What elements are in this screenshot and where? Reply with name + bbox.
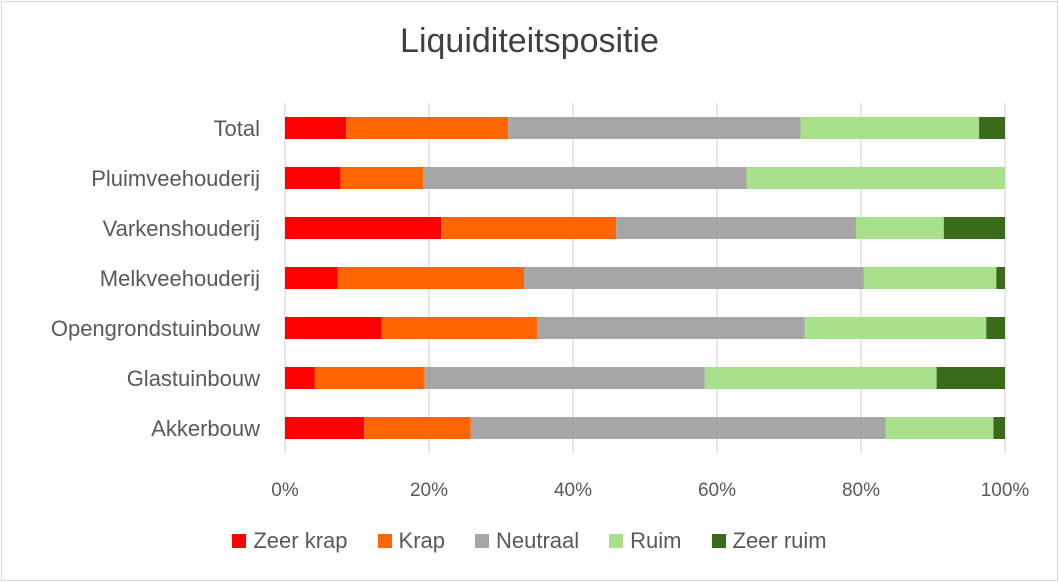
category-label: Glastuinbouw: [127, 366, 260, 391]
legend-swatch: [377, 534, 392, 548]
category-label: Akkerbouw: [151, 416, 260, 441]
bar-segment: [423, 167, 747, 189]
category-label: Pluimveehouderij: [91, 166, 260, 191]
legend-swatch: [475, 534, 489, 548]
chart-legend: Zeer krap Krap Neutraal Ruim Zeer ruim: [0, 528, 1059, 554]
bar-segment: [346, 117, 509, 139]
bar-segment: [537, 317, 805, 339]
legend-label: Krap: [398, 528, 445, 553]
bar-segment: [441, 217, 617, 239]
bar-segment: [863, 267, 997, 289]
bar-segment: [993, 417, 1005, 439]
bar-segment: [285, 167, 341, 189]
category-label: Total: [214, 116, 260, 141]
bar-segment: [704, 367, 937, 389]
category-label: Opengrondstuinbouw: [51, 316, 260, 341]
bar-segment: [943, 217, 1005, 239]
bar-segment: [885, 417, 994, 439]
x-tick-label: 0%: [271, 480, 299, 501]
chart-title: Liquiditeitspositie: [400, 22, 659, 60]
bar-segment: [470, 417, 886, 439]
bar-segment: [746, 167, 1005, 189]
legend-item: Krap: [377, 528, 445, 554]
x-tick-label: 20%: [410, 480, 448, 501]
bar-segment: [804, 317, 987, 339]
bar-segment: [616, 217, 856, 239]
bar-segment: [936, 367, 1005, 389]
legend-label: Zeer krap: [253, 528, 348, 553]
category-label: Melkveehouderij: [100, 266, 260, 291]
bar-segment: [996, 267, 1005, 289]
legend-swatch: [232, 534, 247, 548]
bar-segment: [285, 217, 442, 239]
legend-label: Neutraal: [496, 528, 580, 553]
bar-segment: [508, 117, 801, 139]
legend-item: Zeer krap: [232, 528, 348, 554]
legend-item: Ruim: [609, 528, 682, 554]
legend-label: Ruim: [630, 528, 682, 553]
legend-label: Zeer ruim: [732, 528, 827, 553]
bar-segment: [285, 117, 347, 139]
legend-item: Neutraal: [475, 528, 579, 554]
x-tick-label: 40%: [554, 480, 592, 501]
bar-segment: [800, 117, 980, 139]
bar-segment: [285, 267, 338, 289]
bar-segment: [855, 217, 944, 239]
x-tick-label: 60%: [698, 480, 736, 501]
bar-segment: [979, 117, 1005, 139]
bar-segment: [424, 367, 705, 389]
bar-segment: [340, 167, 424, 189]
bar-segment: [314, 367, 425, 389]
bar-segment: [986, 317, 1005, 339]
legend-swatch: [711, 534, 726, 548]
bar-segment: [285, 417, 365, 439]
category-label: Varkenshouderij: [103, 216, 260, 241]
bar-segment: [337, 267, 525, 289]
bar-segment: [381, 317, 537, 339]
bar-segment: [524, 267, 864, 289]
bar-segment: [364, 417, 471, 439]
legend-item: Zeer ruim: [711, 528, 827, 554]
bar-segment: [285, 367, 315, 389]
legend-swatch: [609, 534, 624, 548]
bar-segment: [285, 317, 382, 339]
x-tick-label: 80%: [842, 480, 880, 501]
x-tick-label: 100%: [981, 480, 1030, 501]
